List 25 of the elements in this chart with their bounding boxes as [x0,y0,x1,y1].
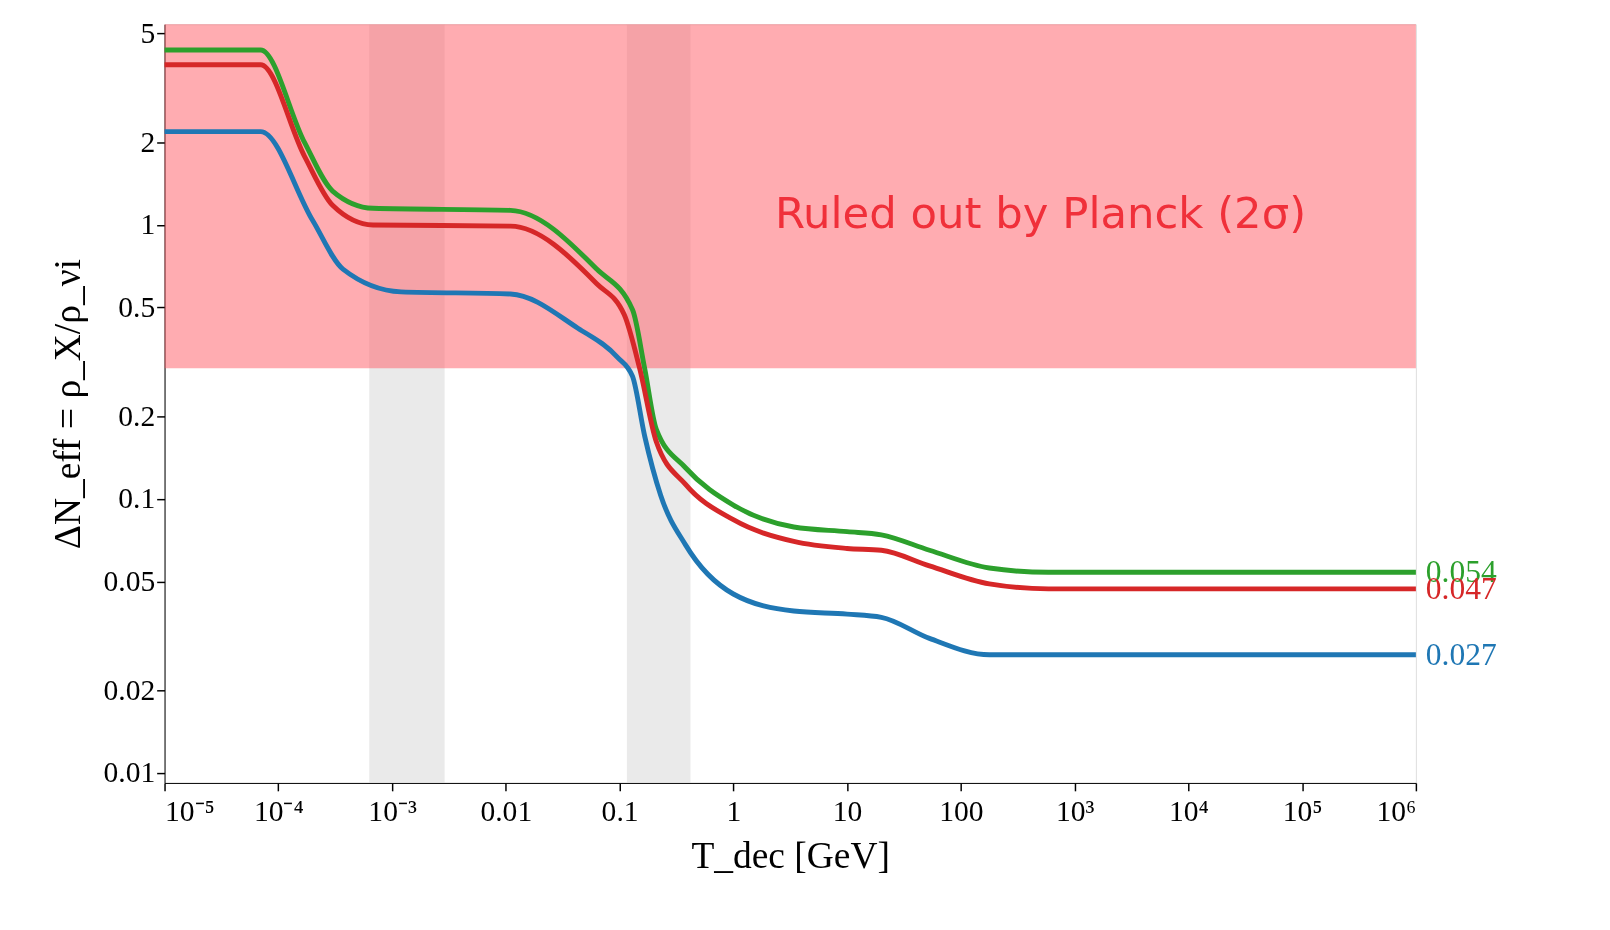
x-tick-label: 10³ [1055,794,1095,827]
x-tick-label: 0.1 [601,794,639,827]
x-tick-label: 10⁶ [1376,794,1417,827]
x-tick-label: 10⁻⁵ [165,794,215,827]
x-tick-label: 100 [939,794,984,827]
text: 0.027 [1425,636,1497,672]
y-axis-title: ΔN_eff = ρ_X/ρ_νi [46,259,88,550]
x-tick-label: 10⁴ [1168,794,1209,827]
x-tick-label: 10⁵ [1282,794,1323,827]
x-axis-title: T_dec [GeV] [691,835,890,877]
y-tick-label: 2 [140,125,156,158]
band-label: Ruled out by Planck (2σ) [774,188,1307,239]
y-tick-label: 0.02 [103,673,156,706]
y-tick-label: 0.5 [118,290,156,323]
y-tick-label: 0.1 [118,482,156,515]
y-tick-label: 0.05 [103,564,156,597]
x-tick-label: 10 [832,794,863,827]
x-tick-label: 10⁻⁴ [253,794,304,827]
x-tick-label: 1 [726,794,742,827]
y-tick-label: 5 [140,16,156,49]
y-tick-label: 1 [140,208,156,241]
x-tick-label: 10⁻³ [368,794,417,827]
x-tick-label: 0.01 [480,794,533,827]
y-tick-label: 0.01 [103,756,156,789]
y-tick-label: 0.2 [118,399,156,432]
